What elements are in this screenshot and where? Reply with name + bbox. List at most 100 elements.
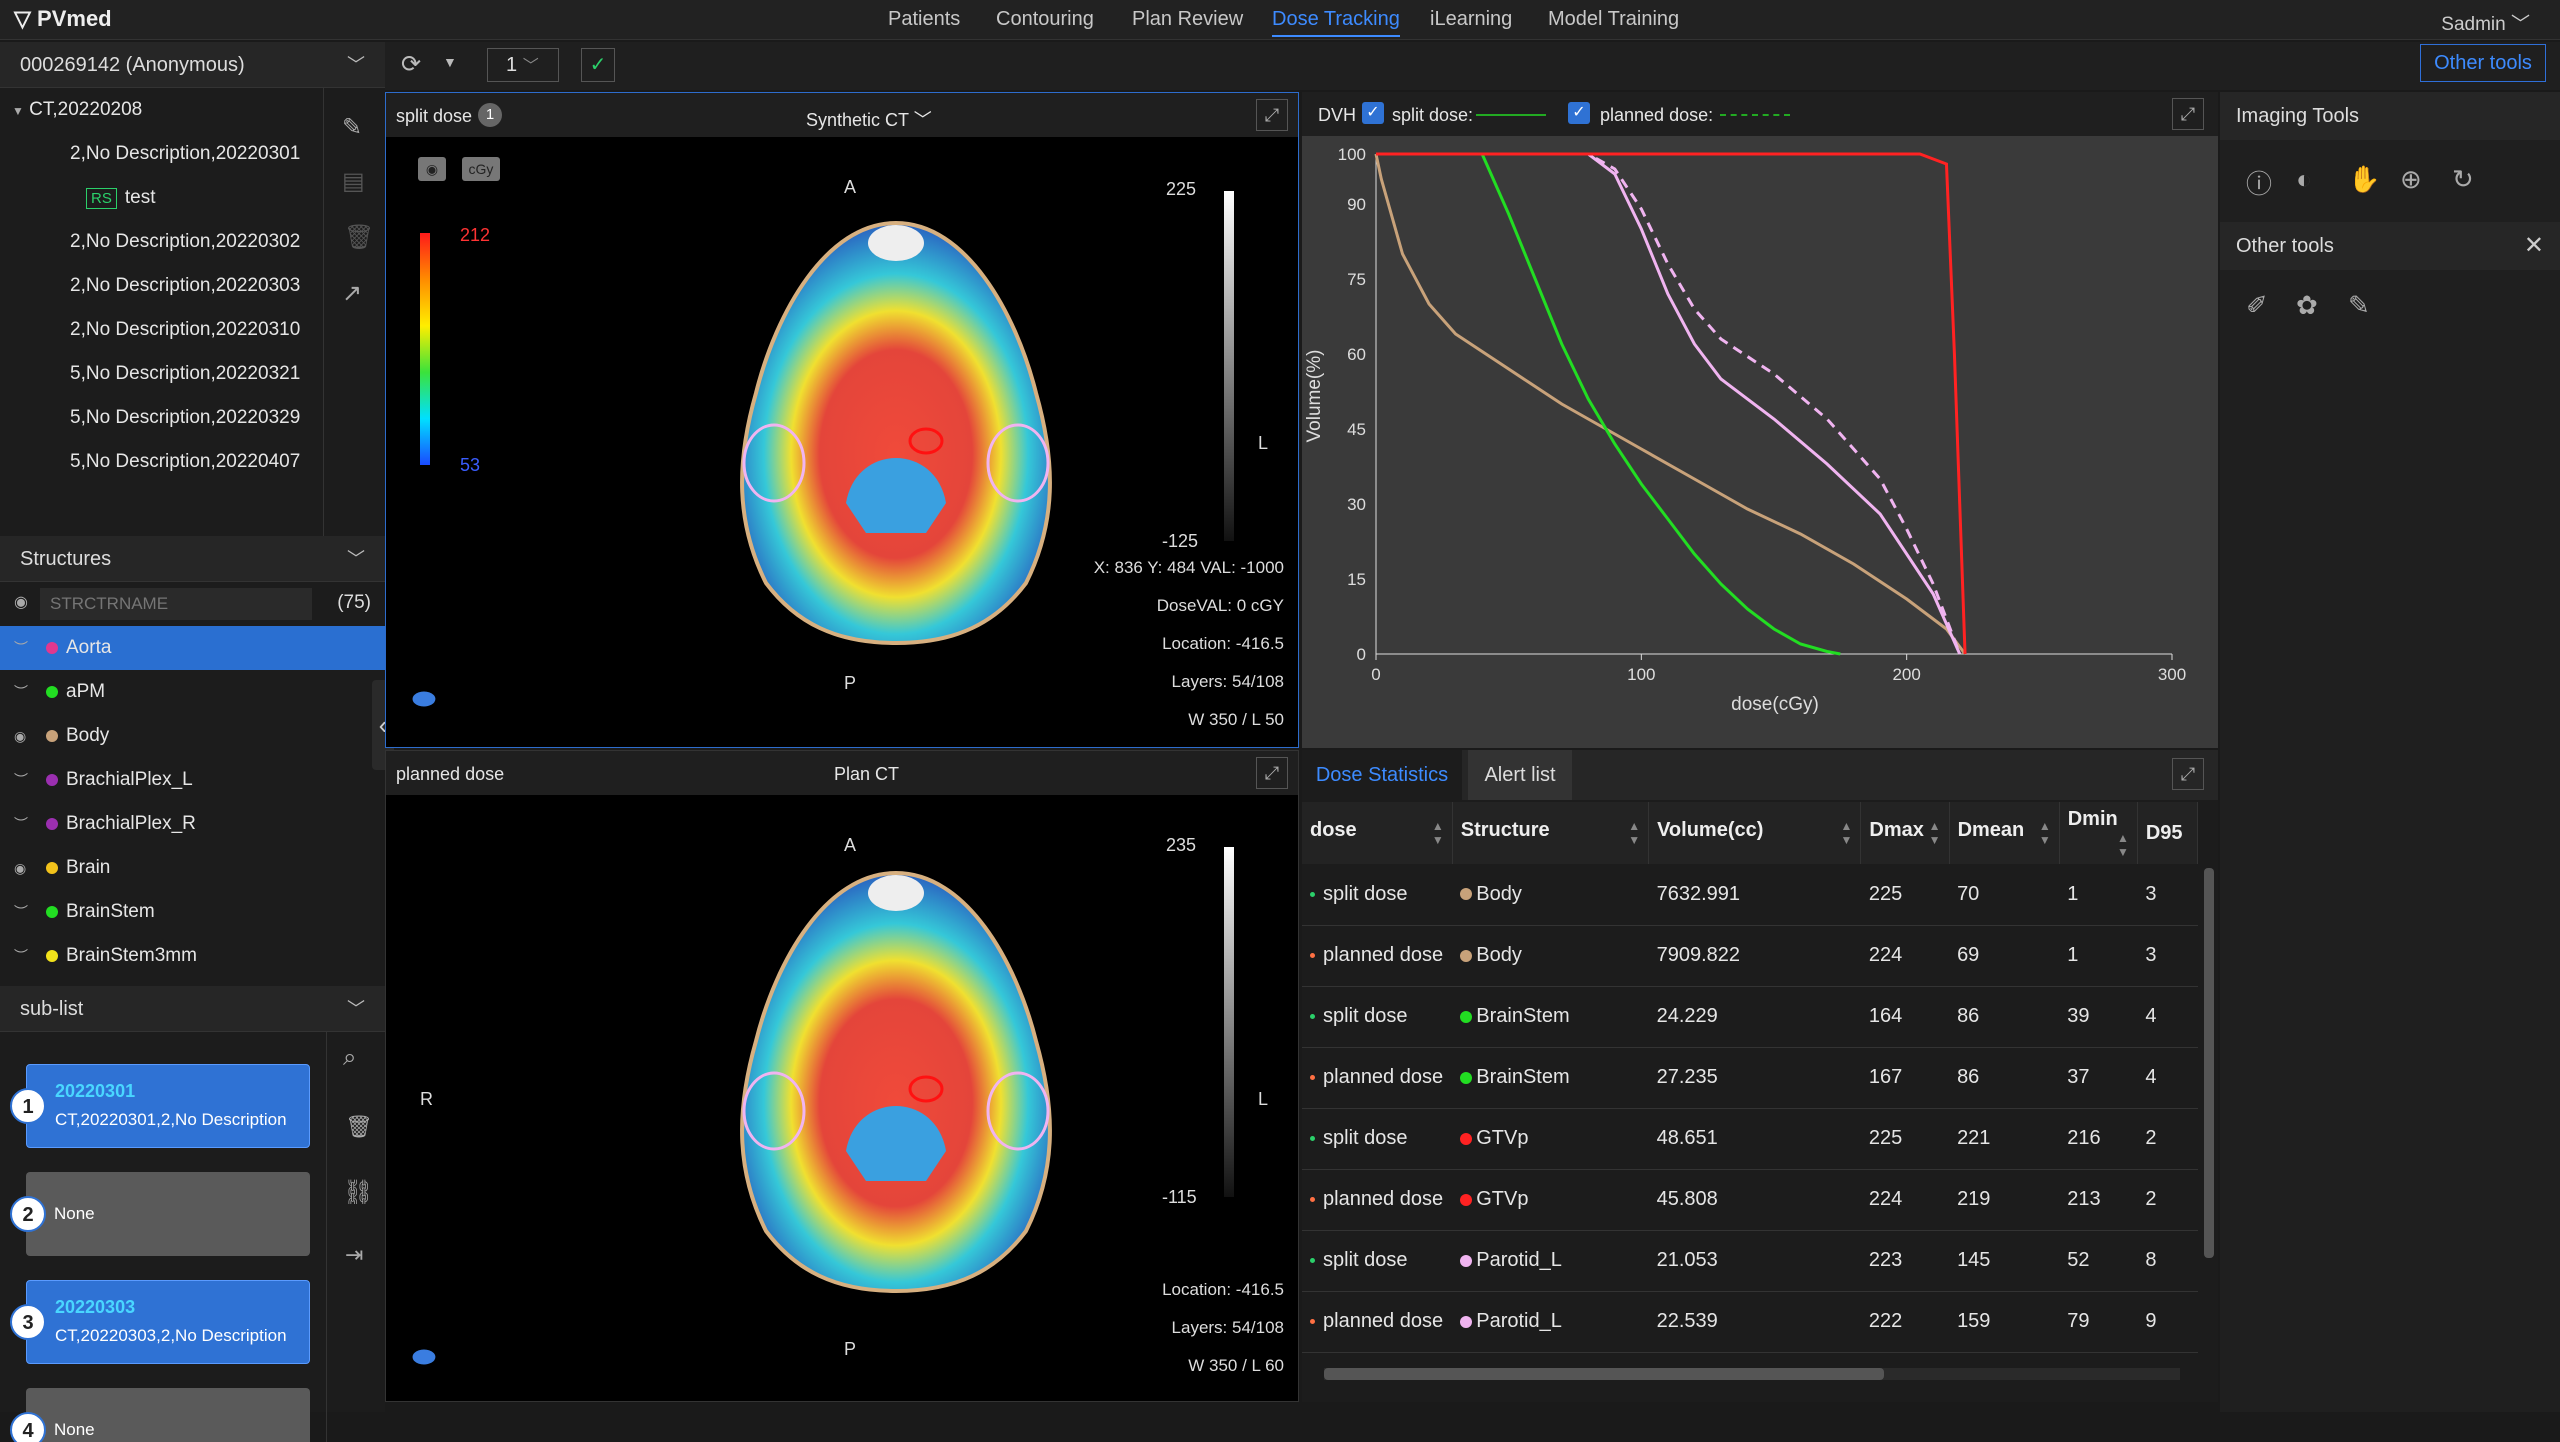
- structure-item[interactable]: ◉ Body: [0, 714, 385, 758]
- other-tools-button[interactable]: Other tools: [2420, 44, 2546, 82]
- structure-item[interactable]: ︶ Aorta: [0, 626, 385, 670]
- pan-hand-icon[interactable]: ✋: [2348, 164, 2381, 194]
- nav-contouring[interactable]: Contouring: [996, 8, 1094, 30]
- tab-dose-statistics[interactable]: Dose Statistics: [1302, 750, 1462, 800]
- table-row[interactable]: split dose GTVp 48.651 225 221 216 2: [1302, 1108, 2198, 1170]
- link-icon[interactable]: ⛓: [343, 1179, 374, 1206]
- column-header[interactable]: Dmax ▲ ▼: [1860, 802, 1950, 864]
- tab-alert-list[interactable]: Alert list: [1468, 750, 1572, 800]
- structure-item[interactable]: ︶ BrainStem: [0, 890, 385, 934]
- note-icon[interactable]: ▤: [342, 168, 365, 195]
- visibility-icon[interactable]: ︶: [14, 640, 28, 656]
- horizontal-scrollbar[interactable]: [1324, 1368, 1884, 1380]
- column-header[interactable]: Structure ▲ ▼: [1452, 802, 1650, 864]
- confirm-check-button[interactable]: ✓: [581, 48, 615, 82]
- structure-item[interactable]: ◉ Brain: [0, 846, 385, 890]
- table-row[interactable]: split dose BrainStem 24.229 164 86 39 4: [1302, 986, 2198, 1048]
- visibility-icon[interactable]: ◉: [14, 860, 27, 876]
- structure-item[interactable]: ︶ BrainStem3mm: [0, 934, 385, 978]
- expand-icon[interactable]: ⤢: [1256, 99, 1288, 131]
- sync-icon[interactable]: ⟳: [401, 51, 422, 78]
- rotate-icon[interactable]: ↻: [2452, 164, 2474, 194]
- sort-icon[interactable]: ▲ ▼: [2038, 819, 2051, 847]
- zoom-icon[interactable]: ⊕: [2400, 164, 2422, 194]
- sublist-card-3[interactable]: 20220303 CT,20220303,2,No Description: [26, 1280, 310, 1364]
- expand-icon[interactable]: ⤢: [1256, 757, 1288, 789]
- column-header[interactable]: Dmean ▲ ▼: [1949, 802, 2060, 864]
- tree-node-series[interactable]: 5,No Description,20220321: [70, 363, 301, 384]
- sublist-card-2[interactable]: None: [26, 1172, 310, 1256]
- nav-model-training[interactable]: Model Training: [1548, 8, 1680, 30]
- structure-item[interactable]: ︶ BrachialPlex_R: [0, 802, 385, 846]
- layout-select[interactable]: 1 ﹀: [487, 48, 559, 82]
- planned-dose-checkbox[interactable]: ✓: [1568, 102, 1590, 124]
- sort-icon[interactable]: ▲ ▼: [1928, 819, 1941, 847]
- export-icon[interactable]: ↗: [342, 280, 363, 307]
- tree-node-series[interactable]: 5,No Description,20220329: [70, 407, 301, 428]
- nav-dose-tracking[interactable]: Dose Tracking: [1272, 8, 1400, 37]
- visibility-icon[interactable]: ︶: [14, 816, 28, 832]
- brush-icon[interactable]: ✐: [2246, 290, 2268, 320]
- search-doc-icon[interactable]: ⌕: [343, 1044, 357, 1071]
- viewport-split-dose[interactable]: split dose 1 Synthetic CT ﹀ ⤢ ◉ cGy 212 …: [385, 92, 1299, 748]
- column-header[interactable]: D95: [2137, 802, 2199, 864]
- info-icon[interactable]: ⓘ: [2246, 169, 2273, 199]
- export-icon[interactable]: ⇥: [345, 1242, 364, 1267]
- table-row[interactable]: split dose Parotid_L 21.053 223 145 52 8: [1302, 1230, 2198, 1292]
- trash-icon[interactable]: 🗑: [345, 1114, 373, 1139]
- split-dose-checkbox[interactable]: ✓: [1362, 102, 1384, 124]
- close-icon[interactable]: ✕: [2523, 232, 2544, 259]
- tree-node-series[interactable]: 2,No Description,20220310: [70, 319, 301, 340]
- sublist-card-4[interactable]: None: [26, 1388, 310, 1442]
- tree-node-series[interactable]: 2,No Description,20220302: [70, 231, 301, 252]
- structure-item[interactable]: ︶ BrachialPlex_L: [0, 758, 385, 802]
- tree-node-rs[interactable]: RS test: [0, 176, 385, 220]
- sort-icon[interactable]: ▲ ▼: [2116, 830, 2129, 859]
- nav-plan-review[interactable]: Plan Review: [1132, 8, 1244, 30]
- table-row[interactable]: planned dose GTVp 45.808 224 219 213 2: [1302, 1169, 2198, 1231]
- nav-patients[interactable]: Patients: [888, 8, 961, 30]
- contrast-icon[interactable]: ◐: [2296, 164, 2312, 194]
- column-header[interactable]: dose ▲ ▼: [1302, 802, 1453, 864]
- eye-toggle-icon[interactable]: ◉: [418, 157, 446, 181]
- table-row[interactable]: planned dose BrainStem 27.235 167 86 37 4: [1302, 1047, 2198, 1109]
- user-menu[interactable]: Sadmin ﹀: [2441, 9, 2530, 36]
- column-header[interactable]: Volume(cc) ▲ ▼: [1648, 802, 1862, 864]
- sublist-header[interactable]: sub-list ﹀: [0, 986, 385, 1032]
- patient-selector[interactable]: 000269142 (Anonymous) ﹀: [0, 42, 385, 88]
- table-row[interactable]: planned dose Parotid_L 22.539 222 159 79 9: [1302, 1291, 2198, 1353]
- sort-icon[interactable]: ▲ ▼: [1628, 819, 1641, 847]
- structures-header[interactable]: Structures ﹀: [0, 536, 385, 582]
- visibility-icon[interactable]: ︶: [14, 772, 28, 788]
- visibility-icon[interactable]: ︶: [14, 948, 28, 964]
- series-tree: ▼ CT,20220208 2,No Description,20220301 …: [0, 88, 385, 536]
- palette-icon[interactable]: ✿: [2296, 290, 2318, 320]
- visibility-icon[interactable]: ︶: [14, 904, 28, 920]
- edit-icon[interactable]: ✎: [342, 114, 363, 141]
- tree-node-series[interactable]: 5,No Description,20220407: [70, 451, 301, 472]
- source-selector[interactable]: Synthetic CT ﹀: [806, 106, 932, 132]
- viewport-planned-dose[interactable]: planned dose Plan CT ⤢ A P L R 235 -115 …: [385, 750, 1299, 1402]
- sort-icon[interactable]: ▲ ▼: [1840, 819, 1853, 847]
- nav-ilearning[interactable]: iLearning: [1430, 8, 1513, 30]
- structure-item[interactable]: ︶ aPM: [0, 670, 385, 714]
- sort-icon[interactable]: ▲ ▼: [1431, 819, 1444, 847]
- column-header[interactable]: Dmin ▲ ▼: [2059, 802, 2138, 864]
- vertical-scrollbar[interactable]: [2204, 868, 2214, 1258]
- tree-node-ct[interactable]: ▼ CT,20220208: [0, 88, 385, 132]
- tree-node-series[interactable]: 2,No Description,20220303: [70, 275, 301, 296]
- structure-name-input[interactable]: [40, 588, 312, 620]
- table-row[interactable]: planned dose Body 7909.822 224 69 1 3: [1302, 925, 2198, 987]
- sublist-card-1[interactable]: 20220301 CT,20220301,2,No Description: [26, 1064, 310, 1148]
- visibility-icon[interactable]: ︶: [14, 684, 28, 700]
- expand-icon[interactable]: ⤢: [2172, 758, 2204, 790]
- table-row[interactable]: split dose Body 7632.991 225 70 1 3: [1302, 864, 2198, 926]
- visibility-icon[interactable]: ◉: [14, 728, 27, 744]
- trash-icon[interactable]: 🗑: [344, 224, 375, 251]
- unit-toggle[interactable]: cGy: [462, 157, 500, 181]
- eye-icon[interactable]: ◉: [14, 594, 28, 611]
- paint-tool-icon[interactable]: ✎: [2348, 290, 2370, 320]
- tree-node-series[interactable]: 2,No Description,20220301: [70, 143, 301, 164]
- dropdown-arrow-icon[interactable]: ▼: [443, 54, 457, 70]
- expand-icon[interactable]: ⤢: [2172, 98, 2204, 130]
